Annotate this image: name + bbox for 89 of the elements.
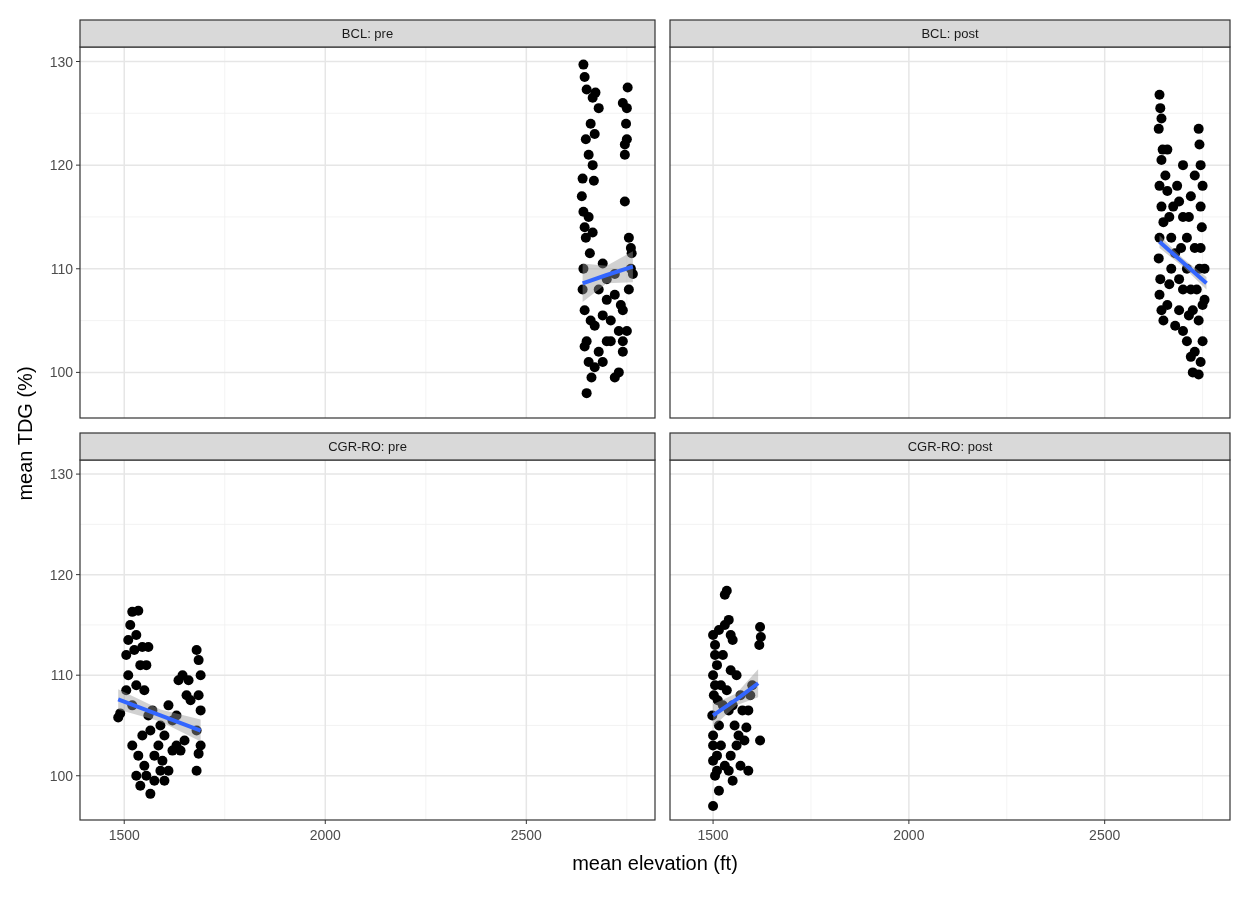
point	[145, 788, 156, 799]
x-tick-label: 1500	[108, 827, 141, 843]
point	[191, 765, 202, 776]
y-tick-label: 100	[49, 767, 74, 784]
point	[123, 635, 134, 645]
y-tick-label: 130	[49, 466, 74, 483]
point	[131, 629, 142, 640]
point	[149, 750, 160, 761]
x-tick-label: 2500	[510, 827, 543, 843]
point	[195, 705, 206, 716]
point	[133, 750, 144, 761]
point	[155, 720, 166, 731]
point	[125, 619, 136, 630]
point	[755, 631, 766, 642]
point	[195, 670, 206, 681]
point	[183, 675, 194, 686]
point	[727, 635, 738, 645]
point	[193, 748, 204, 759]
x-tick-label: 2000	[893, 827, 925, 843]
point	[139, 685, 150, 696]
point	[141, 770, 152, 781]
point	[739, 735, 750, 746]
chart-title: CGR-RO: post	[907, 439, 993, 454]
point	[159, 775, 170, 786]
point	[133, 605, 144, 616]
point	[157, 755, 168, 766]
point	[755, 735, 766, 746]
point	[193, 690, 204, 701]
point	[721, 685, 732, 696]
point	[155, 765, 166, 776]
point	[137, 730, 148, 741]
chart-title: CGR-RO: pre	[328, 439, 407, 454]
point	[755, 621, 766, 632]
point	[149, 775, 160, 786]
y-tick-label: 120	[49, 566, 74, 583]
point	[729, 720, 740, 731]
point	[123, 670, 134, 681]
x-tick-label: 1500	[697, 827, 729, 843]
point	[175, 745, 186, 756]
point	[723, 614, 734, 625]
point	[185, 695, 196, 706]
chart-title: BCL: pre	[341, 26, 394, 41]
point	[131, 770, 142, 781]
point	[723, 765, 734, 776]
point	[721, 585, 732, 596]
point	[179, 735, 190, 746]
x-tick-label: 2500	[1089, 827, 1121, 843]
y-tick-label: 130	[49, 53, 74, 70]
point	[163, 700, 174, 711]
point	[711, 660, 722, 671]
point	[145, 725, 156, 736]
point	[115, 708, 126, 719]
point	[708, 730, 719, 741]
point	[731, 670, 742, 681]
point	[727, 775, 738, 786]
y-tick-label: 100	[49, 364, 74, 381]
x-tick-label: 2000	[309, 827, 342, 843]
point	[121, 650, 132, 661]
point	[710, 640, 721, 651]
y-axis-title: mean TDG (%)	[14, 366, 36, 501]
point	[129, 645, 140, 656]
point	[708, 755, 719, 766]
point	[713, 785, 724, 796]
point	[153, 740, 164, 751]
x-axis-title: mean elevation (ft)	[572, 852, 738, 874]
point	[127, 740, 138, 751]
point	[735, 760, 746, 771]
point	[131, 680, 142, 691]
point	[163, 765, 174, 776]
point	[135, 780, 146, 791]
point	[139, 760, 150, 771]
y-tick-label: 120	[49, 157, 74, 174]
y-tick-label: 110	[50, 260, 74, 277]
point	[743, 765, 754, 776]
point	[193, 655, 204, 666]
point	[159, 730, 170, 741]
point	[725, 750, 736, 761]
chart-title: BCL: post	[921, 26, 979, 41]
point	[712, 695, 723, 706]
point	[711, 765, 722, 776]
point	[708, 800, 719, 811]
y-tick-label: 110	[50, 667, 74, 684]
point	[754, 640, 765, 651]
point	[731, 740, 742, 751]
point	[121, 685, 132, 696]
point	[713, 720, 724, 731]
point	[708, 670, 719, 681]
point	[741, 722, 752, 733]
point	[191, 645, 202, 656]
